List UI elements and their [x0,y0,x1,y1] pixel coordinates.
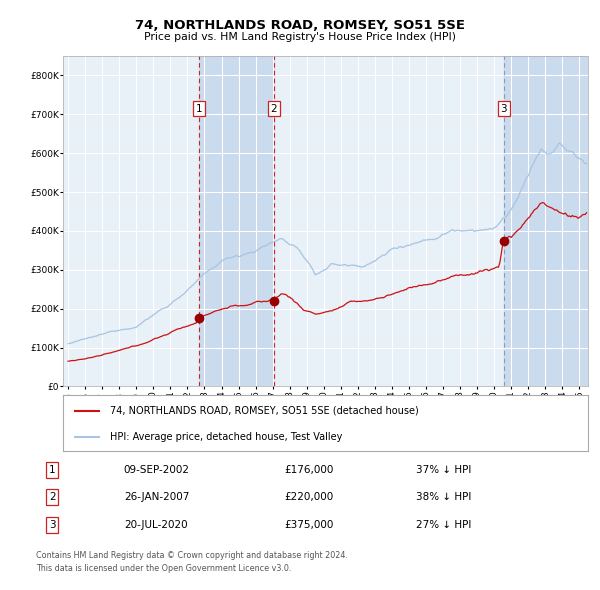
Text: 1: 1 [49,465,55,475]
Text: Price paid vs. HM Land Registry's House Price Index (HPI): Price paid vs. HM Land Registry's House … [144,32,456,42]
Text: 74, NORTHLANDS ROAD, ROMSEY, SO51 5SE (detached house): 74, NORTHLANDS ROAD, ROMSEY, SO51 5SE (d… [110,406,419,416]
Text: 20-JUL-2020: 20-JUL-2020 [124,520,187,530]
Text: 27% ↓ HPI: 27% ↓ HPI [416,520,472,530]
Text: £375,000: £375,000 [284,520,333,530]
Text: 38% ↓ HPI: 38% ↓ HPI [416,492,472,502]
Text: 09-SEP-2002: 09-SEP-2002 [124,465,190,475]
Text: 1: 1 [196,103,203,113]
Bar [503,56,588,386]
Text: £220,000: £220,000 [284,492,333,502]
Text: HPI: Average price, detached house, Test Valley: HPI: Average price, detached house, Test… [110,432,343,442]
Text: Contains HM Land Registry data © Crown copyright and database right 2024.: Contains HM Land Registry data © Crown c… [36,550,348,559]
Text: 2: 2 [49,492,55,502]
Text: £176,000: £176,000 [284,465,333,475]
Text: 3: 3 [500,103,507,113]
Text: 74, NORTHLANDS ROAD, ROMSEY, SO51 5SE: 74, NORTHLANDS ROAD, ROMSEY, SO51 5SE [135,19,465,32]
Text: 26-JAN-2007: 26-JAN-2007 [124,492,189,502]
Text: 37% ↓ HPI: 37% ↓ HPI [416,465,472,475]
Text: This data is licensed under the Open Government Licence v3.0.: This data is licensed under the Open Gov… [36,563,292,572]
Bar [199,56,274,386]
Text: 2: 2 [271,103,277,113]
Text: 3: 3 [49,520,55,530]
